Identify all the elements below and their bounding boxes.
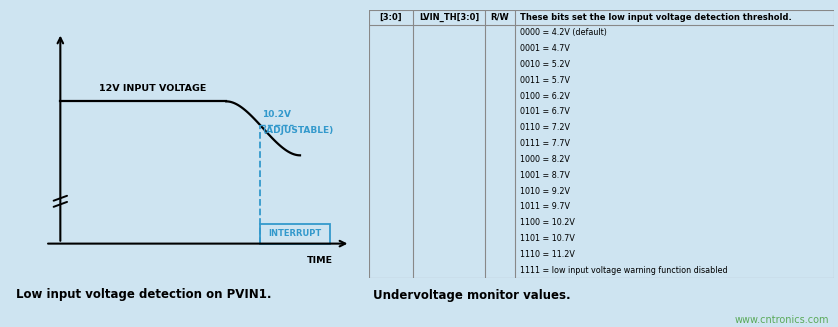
Text: 0011 = 5.7V: 0011 = 5.7V: [520, 76, 570, 85]
Text: 0100 = 6.2V: 0100 = 6.2V: [520, 92, 570, 101]
Bar: [260, 224, 330, 244]
Text: 1001 = 8.7V: 1001 = 8.7V: [520, 171, 570, 180]
Text: 0110 = 7.2V: 0110 = 7.2V: [520, 123, 570, 132]
Text: 1000 = 8.2V: 1000 = 8.2V: [520, 155, 570, 164]
Text: R/W: R/W: [491, 13, 510, 22]
Text: 10.2V: 10.2V: [262, 110, 292, 119]
Text: Low input voltage detection on PVIN1.: Low input voltage detection on PVIN1.: [16, 288, 271, 301]
Text: 1010 = 9.2V: 1010 = 9.2V: [520, 186, 570, 196]
Text: 12V INPUT VOLTAGE: 12V INPUT VOLTAGE: [99, 84, 206, 93]
Text: LVIN_TH[3:0]: LVIN_TH[3:0]: [419, 13, 479, 22]
Text: 0000 = 4.2V (default): 0000 = 4.2V (default): [520, 28, 607, 38]
Text: Undervoltage monitor values.: Undervoltage monitor values.: [374, 289, 571, 301]
Text: TIME: TIME: [307, 256, 334, 265]
Text: These bits set the low input voltage detection threshold.: These bits set the low input voltage det…: [520, 13, 792, 22]
Text: 1110 = 11.2V: 1110 = 11.2V: [520, 250, 575, 259]
Text: (ADJUSTABLE): (ADJUSTABLE): [262, 126, 334, 135]
Text: www.cntronics.com: www.cntronics.com: [735, 315, 829, 325]
Text: INTERRUPT: INTERRUPT: [268, 229, 322, 238]
Text: [3:0]: [3:0]: [380, 13, 402, 22]
Text: 0001 = 4.7V: 0001 = 4.7V: [520, 44, 570, 53]
Text: 0010 = 5.2V: 0010 = 5.2V: [520, 60, 570, 69]
Text: 0111 = 7.7V: 0111 = 7.7V: [520, 139, 570, 148]
Text: 1111 = low input voltage warning function disabled: 1111 = low input voltage warning functio…: [520, 266, 727, 275]
Text: 1101 = 10.7V: 1101 = 10.7V: [520, 234, 575, 243]
Text: 0101 = 6.7V: 0101 = 6.7V: [520, 108, 570, 116]
Text: 1100 = 10.2V: 1100 = 10.2V: [520, 218, 575, 227]
Text: 1011 = 9.7V: 1011 = 9.7V: [520, 202, 570, 211]
